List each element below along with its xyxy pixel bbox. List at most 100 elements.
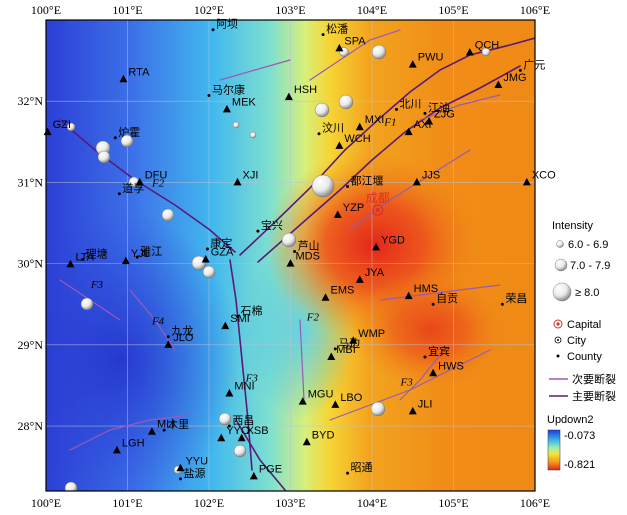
station-mek: MEK <box>222 96 256 113</box>
intensity-bubble <box>97 150 111 164</box>
secondary-fault-7 <box>399 354 441 401</box>
station-code-label: YGD <box>381 234 405 246</box>
map-frame <box>45 19 536 492</box>
station-triangle-icon <box>412 177 421 186</box>
station-triangle-icon <box>284 92 293 101</box>
station-code-label: GZA <box>211 247 234 259</box>
station-triangle-icon <box>237 433 246 442</box>
station-code-label: YZP <box>343 202 364 214</box>
intensity-bubble <box>249 131 257 139</box>
station-byd: BYD <box>302 429 334 446</box>
x-tick-label-bottom: 100°E <box>31 496 61 510</box>
station-code-label: HWS <box>438 360 464 372</box>
y-tick-label: 28°N <box>18 419 44 433</box>
station-zjg: ZJG <box>425 109 455 125</box>
place-marker: 自贡 <box>431 292 458 306</box>
place-name-label: 马边 <box>338 337 360 350</box>
station-xsb: XSB <box>237 425 269 442</box>
legend-primary-fault-label: 主要断裂 <box>572 389 616 403</box>
station-triangle-icon <box>249 471 258 480</box>
station-triangle-icon <box>298 397 307 405</box>
station-ygd: YGD <box>372 234 405 251</box>
station-triangle-icon <box>302 437 311 446</box>
intensity-bubble <box>80 297 94 311</box>
station-code-label: RTA <box>128 66 150 78</box>
stations-layer: QCH SPA PWU JMG RTA HSH MEK MXI ZJG GZI AXI WCH JJS X… <box>43 35 556 480</box>
station-code-label: SMI <box>230 313 250 325</box>
place-name-label: 芦山 <box>298 239 320 252</box>
station-triangle-icon <box>66 259 75 268</box>
station-gza: GZA <box>201 247 234 263</box>
county-dot-icon <box>346 471 350 475</box>
x-tick-label-bottom: 103°E <box>275 496 305 510</box>
fault-label: F2 <box>151 177 165 189</box>
place-name-label: 自贡 <box>436 292 458 305</box>
station-triangle-icon <box>221 321 230 330</box>
station-code-label: YYO <box>226 425 250 437</box>
intensity-bubble <box>66 122 76 132</box>
station-lta: LTA <box>66 251 95 268</box>
station-dfu: DFU <box>135 169 167 186</box>
station-hws: HWS <box>429 360 464 377</box>
x-tick-label-top: 105°E <box>438 3 468 17</box>
station-yzp: YZP <box>333 202 364 218</box>
place-marker: 康定 <box>205 236 232 251</box>
legend: Intensity 6.0 - 6.9 7.0 - 7.9 ≥ 8.0 Capi… <box>547 220 616 471</box>
station-jli: JLI <box>408 398 432 415</box>
place-marker: 北川 <box>394 97 421 111</box>
legend-county-label: County <box>567 351 602 363</box>
station-pwu: PWU <box>408 52 443 68</box>
x-tick-label-top: 104°E <box>357 3 387 17</box>
station-hms: HMS <box>404 283 438 300</box>
fault-label: F4 <box>151 316 165 328</box>
place-marker: 昭通 <box>346 461 373 475</box>
station-code-label: JYA <box>365 267 385 279</box>
station-xco: XCO <box>522 169 556 186</box>
place-marker: 雅江 <box>135 244 162 259</box>
legend-scale-title: Updown2 <box>547 414 593 426</box>
county-dot-icon <box>211 28 215 32</box>
station-triangle-icon <box>404 127 413 136</box>
station-code-label: HMS <box>414 283 438 295</box>
legend-scale-min: -0.821 <box>564 459 595 471</box>
station-ems: EMS <box>321 285 354 301</box>
intensity-bubble <box>281 232 297 248</box>
primary-fault-longmenshan-2 <box>257 65 521 263</box>
x-tick-label-bottom: 102°E <box>194 496 224 510</box>
county-dot-icon <box>500 302 504 306</box>
station-triangle-icon <box>222 104 231 113</box>
station-code-label: AXI <box>414 119 432 131</box>
county-dot-icon <box>346 184 350 188</box>
station-triangle-icon <box>465 47 474 56</box>
county-dot-icon <box>162 428 166 432</box>
secondary-fault-8 <box>299 319 305 401</box>
station-code-label: LTA <box>75 251 94 263</box>
place-marker: 马尔康 <box>207 83 245 98</box>
station-triangle-icon <box>121 256 130 265</box>
secondary-fault-2 <box>219 59 291 81</box>
x-tick-label-bottom: 105°E <box>438 496 468 510</box>
county-dot-icon <box>113 136 117 140</box>
y-tick-label: 29°N <box>18 338 44 352</box>
station-triangle-icon <box>335 141 344 149</box>
place-marker: 阿坝 <box>211 17 238 32</box>
place-marker: 理塘 <box>81 247 108 262</box>
intensity-bubble <box>314 102 330 118</box>
county-dot-icon <box>423 111 427 115</box>
fault-label: F1 <box>383 117 396 129</box>
county-dot-icon <box>236 314 240 318</box>
legend-city-marker-dot <box>557 339 559 341</box>
capital-dot-icon <box>375 208 380 213</box>
station-code-label: YYU <box>185 455 208 467</box>
place-name-label: 阿坝 <box>216 17 238 31</box>
station-triangle-icon <box>355 122 364 131</box>
station-triangle-icon <box>119 74 128 83</box>
station-triangle-icon <box>164 340 173 348</box>
intensity-bubble <box>202 265 216 279</box>
county-dot-icon <box>333 347 337 351</box>
station-yyu: YYU <box>176 455 208 472</box>
station-code-label: LBO <box>340 392 362 404</box>
intensity-bubble <box>64 481 78 491</box>
x-tick-label-top: 106°E <box>520 3 550 17</box>
station-code-label: SPA <box>344 35 366 47</box>
